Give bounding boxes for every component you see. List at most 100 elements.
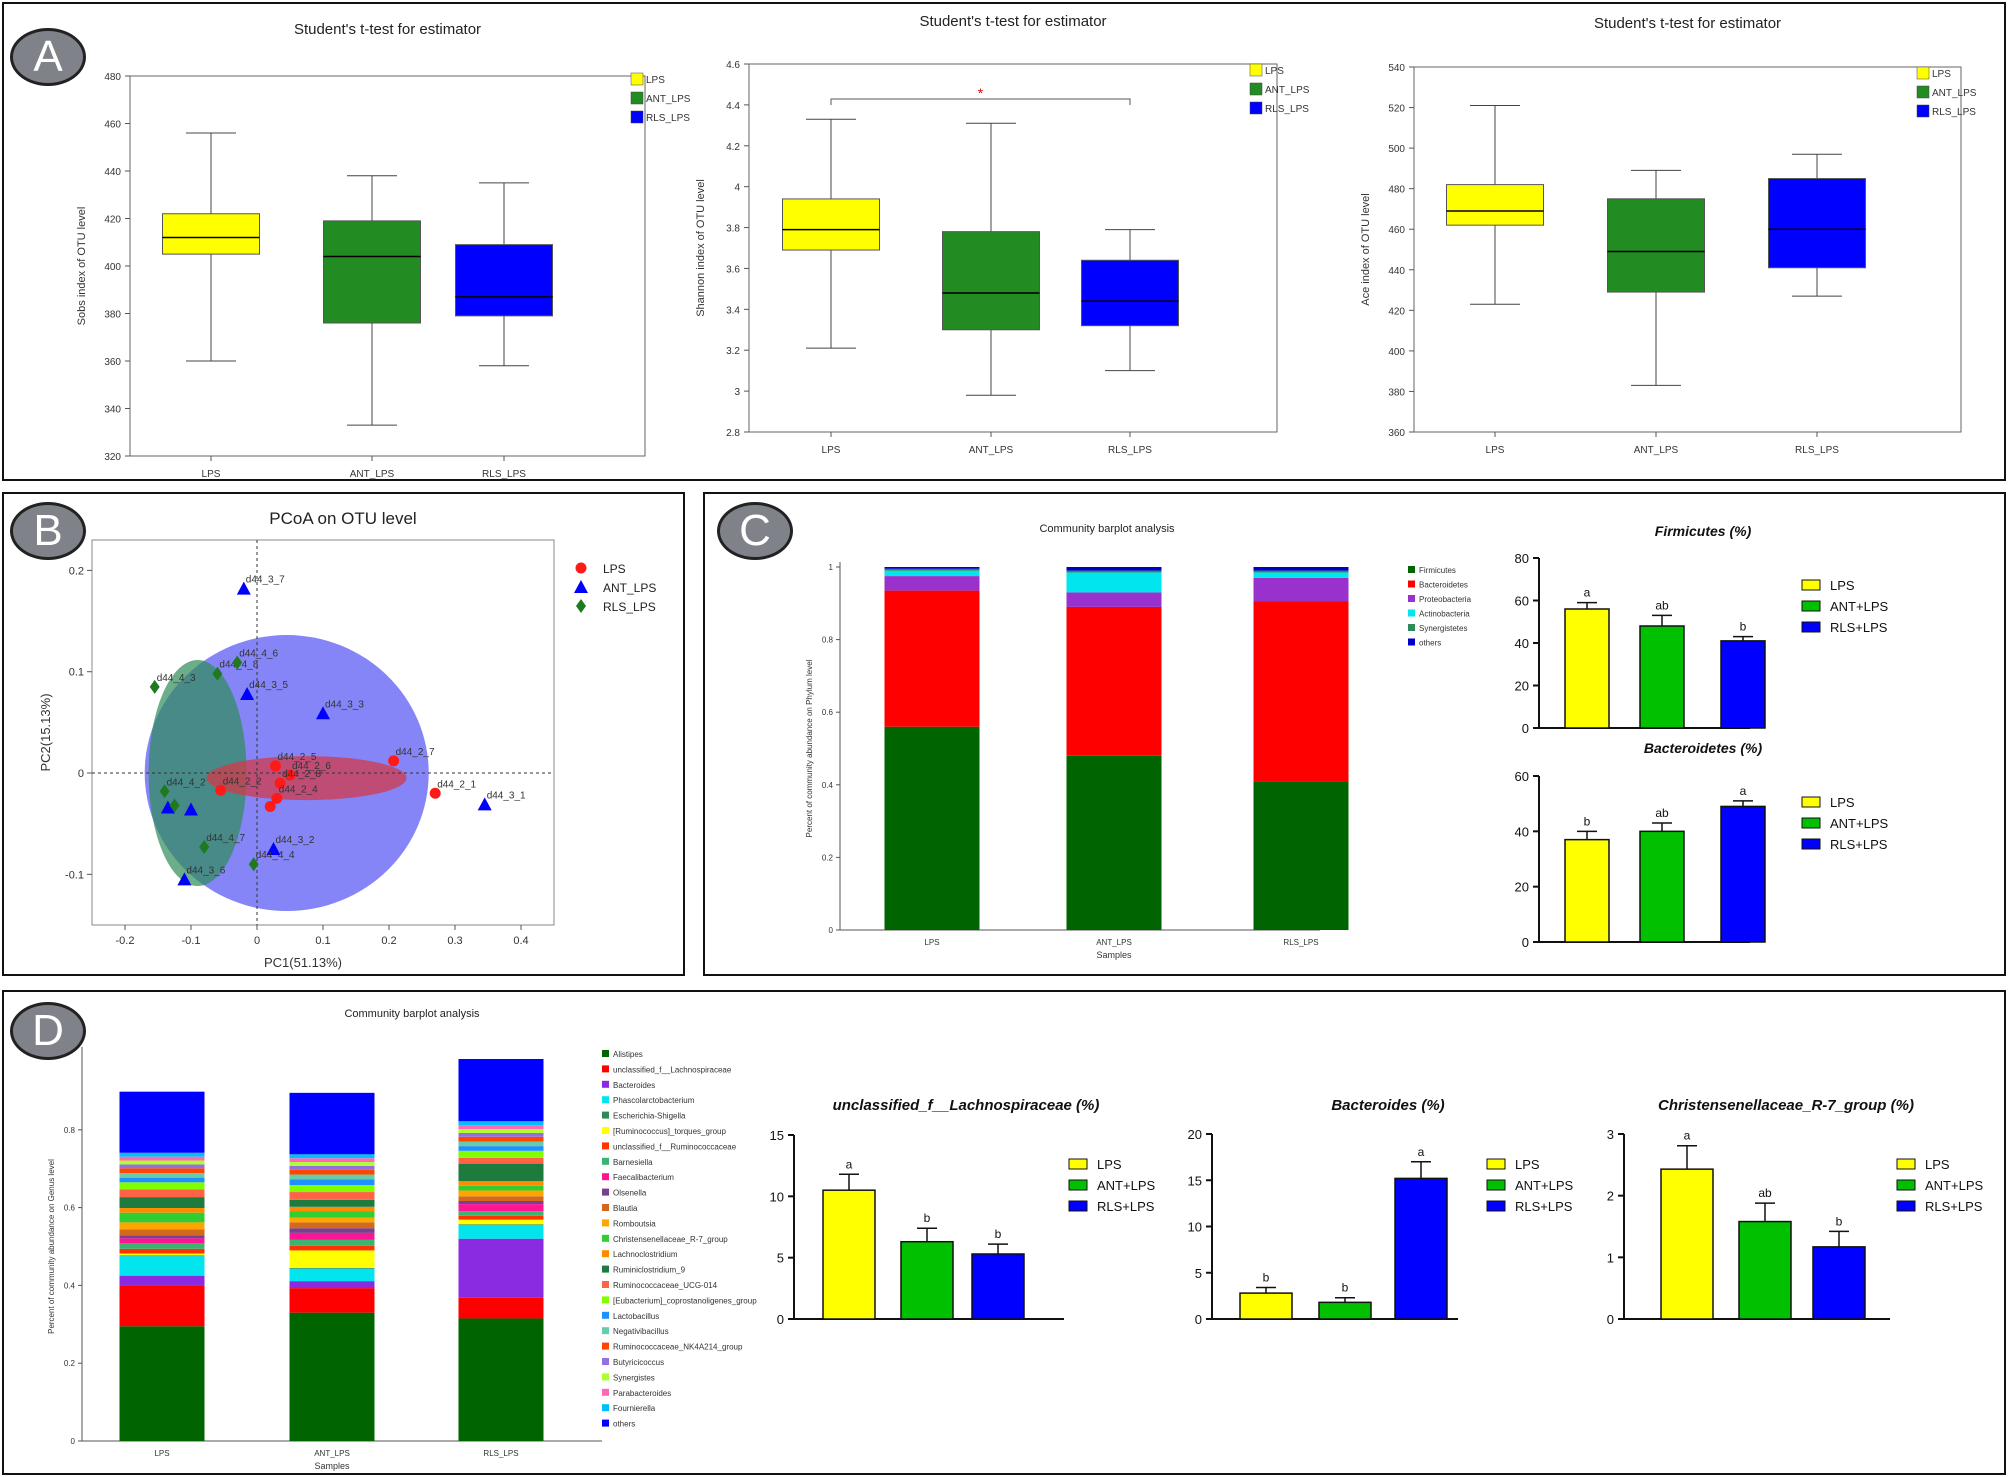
ace-boxplot-chart: Student's t-test for estimator 360 380 400 4… [1360,15,1977,456]
bar-segment-escherichia-shigella [289,1267,375,1269]
y-tick-label: 1 [829,563,834,572]
bar-segment-escherichia-shigella [458,1224,544,1226]
legend-swatch [1068,1179,1088,1191]
legend-label: ANT_LPS [1265,85,1310,96]
significance-letter: ab [1758,1186,1772,1200]
legend-label: Butyricicoccus [613,1358,664,1367]
legend-label: Fournierella [613,1404,656,1413]
y-tick-label: 0.2 [69,565,84,577]
legend-swatch [602,1173,609,1181]
legend-label: LPS [1830,795,1855,810]
y-tick-label: 380 [104,310,121,321]
bar-lps [1660,1168,1714,1320]
legend-label: ANT+LPS [1830,599,1888,614]
point-rls-lps [149,679,160,694]
legend-label: Ruminococcaceae_NK4A214_group [613,1343,743,1352]
bar-segment-faecalibacterium [119,1238,205,1243]
chart-title: Student's t-test for estimator [294,21,481,38]
x-tick-label: 0.1 [315,935,330,947]
bar-segment-butyricicoccus [289,1165,375,1170]
point-label: d44_4_4 [256,850,295,861]
point-label: d44_4_7 [206,833,245,844]
bar-segment-blautia [458,1196,544,1201]
bar-rls-lps [971,1253,1025,1320]
y-tick-label: 60 [1515,769,1529,784]
bar-ant-lps [1738,1220,1792,1320]
point-label: d44_2_2 [223,776,262,787]
legend-label: LPS [1265,66,1284,77]
y-tick-label: 2 [1607,1189,1614,1204]
y-axis-label: PC2(15.13%) [38,693,53,771]
x-axis-label: PC1(51.13%) [264,955,342,970]
legend-swatch [1801,817,1821,829]
y-tick-label: 80 [1515,551,1529,566]
y-tick-label: 5 [1195,1266,1202,1281]
legend-label: Faecalibacterium [613,1173,674,1182]
y-tick-label: 3.8 [726,224,740,235]
legend-label: Phascolarctobacterium [613,1096,695,1105]
legend-label: Negativibacillus [613,1327,669,1336]
legend-label: Firmicutes [1419,566,1456,575]
y-tick-label: 15 [1188,1173,1202,1188]
bar-segment-bacteroidetes [884,590,980,727]
legend-swatch [1249,101,1263,115]
bar-segment-others [458,1059,544,1122]
significance-letter: ab [1655,598,1669,612]
legend-label: unclassified_f__Ruminococcaceae [613,1142,737,1151]
legend-label: LPS [1932,69,1951,80]
legend-label: LPS [1925,1157,1950,1172]
bar-segment-lactobacillus [119,1177,205,1183]
y-tick-label: 460 [1388,225,1405,236]
y-tick-label: 420 [1388,306,1405,317]
legend-label: others [1419,639,1441,648]
plot-frame [748,63,1278,433]
y-tick-label: 3 [734,387,740,398]
legend-swatch [602,1296,609,1304]
x-tick-label: LPS [822,445,841,456]
legend-swatch [1916,66,1930,80]
significance-star: * [978,85,984,101]
y-tick-label: 0 [71,1437,76,1446]
y-tick-label: 320 [104,452,121,463]
legend-swatch [1896,1200,1916,1212]
legend-label: Bacteroides [613,1081,655,1090]
point-lps [429,787,441,799]
y-tick-label: 0.4 [822,781,834,790]
bar-segment-ruminococcaceae-ucg-014 [289,1192,375,1200]
legend-swatch [602,1188,609,1196]
box-rls-lps [1081,259,1179,327]
legend-swatch [1801,600,1821,612]
y-tick-label: 0.6 [64,1204,76,1213]
legend-swatch [602,1327,609,1335]
legend-swatch [1068,1200,1088,1212]
bar-segment-unclassified-f-lachnospiraceae [119,1285,205,1327]
legend-label: others [613,1420,635,1429]
legend-label: RLS_LPS [603,600,656,614]
bar-segment-christensenellaceae-r-7-group [458,1185,544,1191]
y-tick-label: 0.4 [64,1281,76,1290]
legend-swatch [602,1342,609,1350]
legend-swatch [1408,609,1415,617]
bar-segment-bacteroidetes [1066,606,1162,756]
legend-swatch [1068,1158,1088,1170]
legend-label: RLS_LPS [646,113,690,124]
y-tick-label: 0.6 [822,708,834,717]
legend-label: Blautia [613,1204,638,1213]
y-tick-label: 3 [1607,1127,1614,1142]
bar-segment-synergistes [119,1160,205,1165]
christensenellaceae-bar-chart: Christensenellaceae_R-7_group (%) 0 1 2 3 a ab… [1607,1097,1984,1327]
legend-swatch [1801,796,1821,808]
bar-segment-others [119,1091,205,1153]
legend-label: LPS [1830,578,1855,593]
point-ant-lps [236,581,251,595]
x-tick-label: LPS [1486,445,1505,456]
bar-segment-others [1066,567,1162,571]
legend-swatch [1486,1179,1506,1191]
bar-segment-faecalibacterium [289,1232,375,1240]
legend-marker [574,580,588,593]
panel-label-d: D [10,1002,86,1060]
bar-lps [1239,1292,1293,1320]
bar-segment--ruminococcus-torques-group [289,1250,375,1268]
point-lps [388,755,400,767]
x-tick-label: -0.2 [116,935,135,947]
